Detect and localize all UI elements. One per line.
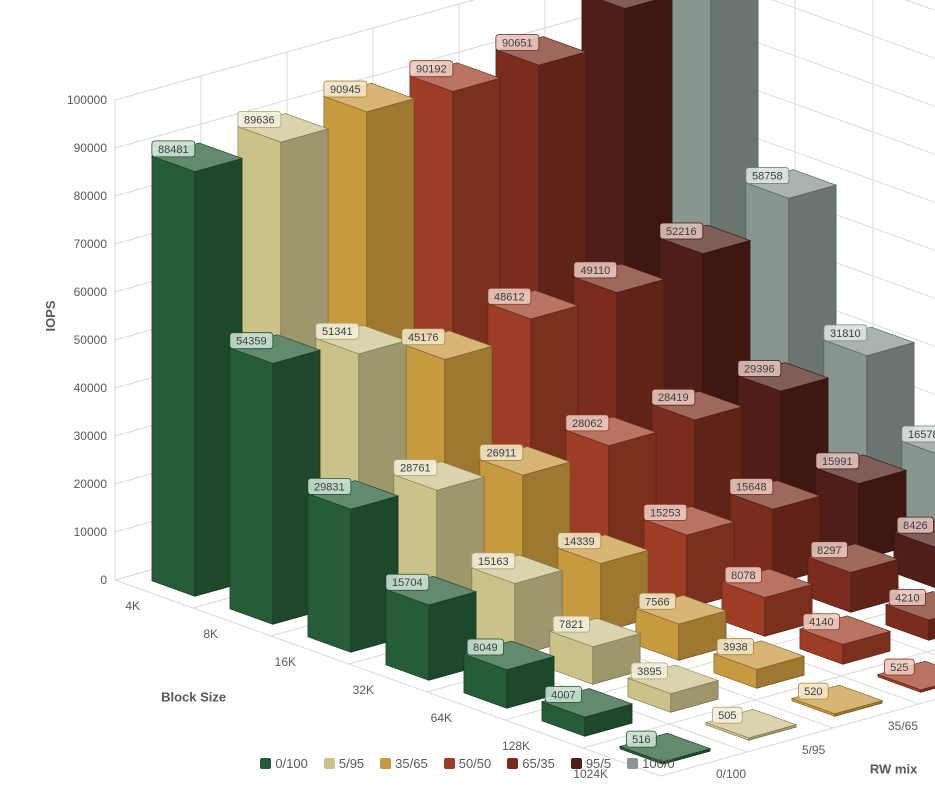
svg-text:8297: 8297 bbox=[817, 545, 841, 557]
svg-text:40000: 40000 bbox=[74, 381, 108, 395]
svg-text:4K: 4K bbox=[125, 599, 140, 613]
legend-item: 0/100 bbox=[260, 755, 308, 771]
svg-text:90000: 90000 bbox=[74, 141, 108, 155]
legend-swatch bbox=[507, 758, 518, 769]
svg-text:516: 516 bbox=[632, 734, 650, 746]
legend-label: 50/50 bbox=[459, 756, 492, 771]
svg-text:3938: 3938 bbox=[723, 642, 747, 654]
svg-text:14339: 14339 bbox=[564, 536, 595, 548]
svg-text:128K: 128K bbox=[502, 739, 530, 753]
svg-text:28062: 28062 bbox=[572, 418, 603, 430]
svg-text:35/65: 35/65 bbox=[888, 719, 918, 733]
svg-text:32K: 32K bbox=[353, 683, 374, 697]
svg-text:90651: 90651 bbox=[502, 37, 533, 49]
svg-text:64K: 64K bbox=[431, 711, 452, 725]
svg-text:4210: 4210 bbox=[895, 592, 919, 604]
svg-text:525: 525 bbox=[890, 662, 908, 674]
chart-svg: 0 10000 20000 30000 40000 50000 60000 70000 8000… bbox=[0, 0, 935, 789]
svg-text:89636: 89636 bbox=[244, 114, 275, 126]
legend-item: 65/35 bbox=[507, 755, 555, 771]
legend-swatch bbox=[444, 758, 455, 769]
svg-text:49110: 49110 bbox=[580, 265, 610, 277]
legend-label: 35/65 bbox=[395, 756, 428, 771]
svg-text:Block Size: Block Size bbox=[161, 690, 226, 705]
svg-text:29396: 29396 bbox=[744, 363, 775, 375]
svg-text:16578: 16578 bbox=[908, 429, 935, 441]
svg-text:8426: 8426 bbox=[903, 520, 927, 532]
bar bbox=[386, 576, 476, 680]
svg-text:15991: 15991 bbox=[822, 456, 853, 468]
svg-text:45176: 45176 bbox=[408, 332, 439, 344]
svg-text:10000: 10000 bbox=[74, 525, 108, 539]
bar bbox=[230, 335, 320, 625]
svg-text:60000: 60000 bbox=[74, 285, 108, 299]
svg-text:90192: 90192 bbox=[416, 64, 447, 76]
legend-swatch bbox=[380, 758, 391, 769]
svg-text:520: 520 bbox=[804, 686, 822, 698]
legend-label: 65/35 bbox=[522, 756, 555, 771]
svg-text:505: 505 bbox=[718, 710, 736, 722]
legend-swatch bbox=[260, 758, 271, 769]
svg-text:8K: 8K bbox=[203, 627, 218, 641]
legend-item: 35/65 bbox=[380, 755, 428, 771]
svg-text:15704: 15704 bbox=[392, 577, 423, 589]
legend-label: 0/100 bbox=[275, 756, 308, 771]
svg-text:7821: 7821 bbox=[559, 619, 583, 631]
svg-text:88481: 88481 bbox=[158, 144, 189, 156]
svg-text:20000: 20000 bbox=[74, 477, 108, 491]
svg-text:4007: 4007 bbox=[551, 689, 575, 701]
svg-text:3895: 3895 bbox=[637, 666, 661, 678]
legend-item: 95/5 bbox=[571, 755, 611, 771]
svg-text:54359: 54359 bbox=[236, 336, 267, 348]
legend-label: 5/95 bbox=[339, 756, 364, 771]
iops-3d-bar-chart: 0 10000 20000 30000 40000 50000 60000 70000 8000… bbox=[0, 0, 935, 789]
svg-text:8049: 8049 bbox=[473, 642, 497, 654]
svg-text:58758: 58758 bbox=[752, 171, 783, 183]
svg-text:7566: 7566 bbox=[645, 596, 669, 608]
bar bbox=[308, 481, 398, 653]
svg-text:52216: 52216 bbox=[666, 226, 697, 238]
legend-label: 95/5 bbox=[586, 756, 611, 771]
legend: 0/100 5/95 35/65 50/50 65/35 95/5 100/0 bbox=[0, 755, 935, 771]
svg-text:31810: 31810 bbox=[830, 328, 861, 340]
svg-text:16K: 16K bbox=[275, 655, 296, 669]
svg-text:30000: 30000 bbox=[74, 429, 108, 443]
svg-text:8078: 8078 bbox=[731, 570, 755, 582]
svg-text:0: 0 bbox=[100, 573, 107, 587]
svg-text:48612: 48612 bbox=[494, 291, 525, 303]
svg-text:51341: 51341 bbox=[322, 326, 353, 338]
svg-text:4140: 4140 bbox=[809, 617, 833, 629]
svg-text:28419: 28419 bbox=[658, 392, 689, 404]
svg-text:29831: 29831 bbox=[314, 481, 345, 493]
svg-text:15648: 15648 bbox=[736, 481, 767, 493]
svg-text:70000: 70000 bbox=[74, 237, 108, 251]
svg-text:100000: 100000 bbox=[67, 93, 107, 107]
legend-swatch bbox=[571, 758, 582, 769]
legend-item: 50/50 bbox=[444, 755, 492, 771]
svg-text:IOPS: IOPS bbox=[43, 300, 58, 331]
bar bbox=[152, 143, 242, 596]
svg-text:50000: 50000 bbox=[74, 333, 108, 347]
svg-text:90945: 90945 bbox=[330, 84, 361, 96]
svg-text:80000: 80000 bbox=[74, 189, 108, 203]
legend-swatch bbox=[324, 758, 335, 769]
legend-label: 100/0 bbox=[642, 756, 675, 771]
svg-text:15253: 15253 bbox=[650, 507, 681, 519]
legend-item: 5/95 bbox=[324, 755, 364, 771]
svg-text:15163: 15163 bbox=[478, 556, 509, 568]
svg-text:26911: 26911 bbox=[486, 447, 516, 459]
svg-text:28761: 28761 bbox=[400, 463, 431, 475]
legend-swatch bbox=[627, 758, 638, 769]
legend-item: 100/0 bbox=[627, 755, 675, 771]
